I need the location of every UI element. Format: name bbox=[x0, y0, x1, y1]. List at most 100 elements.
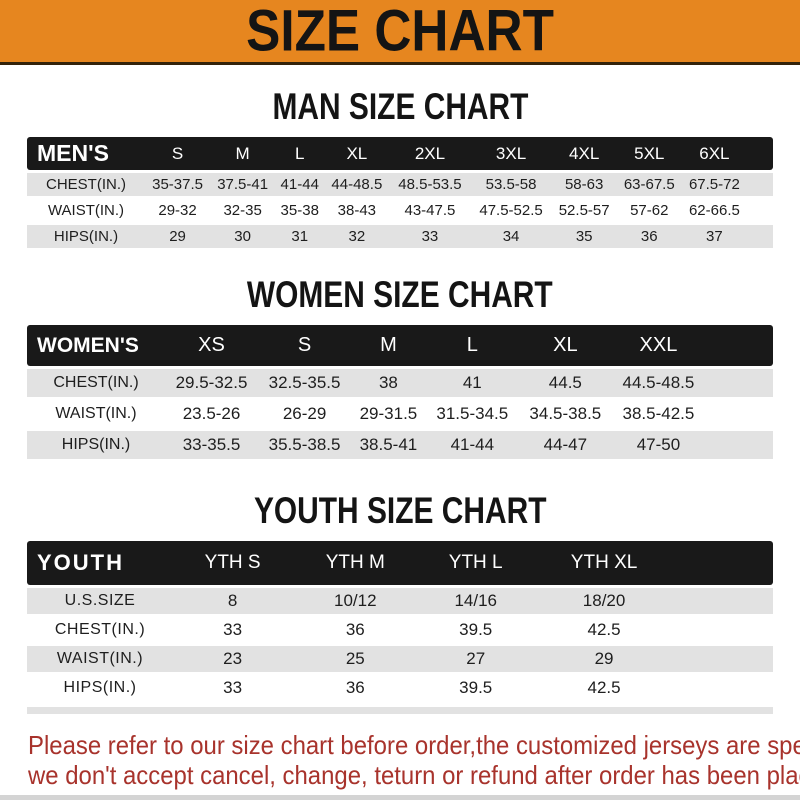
men-size-column-7: 5XL bbox=[616, 137, 682, 170]
women-value-cell-0-3: 41 bbox=[425, 369, 519, 397]
women-size-column-1: S bbox=[258, 325, 352, 366]
men-size-column-3: XL bbox=[324, 137, 390, 170]
size-chart-banner: SIZE CHART bbox=[0, 0, 800, 65]
youth-table-bottom-strip bbox=[27, 707, 773, 714]
youth-value-cell-0-1: 10/12 bbox=[292, 588, 419, 614]
youth-value-cell-2-2: 27 bbox=[418, 646, 534, 672]
men-value-cell-2-1: 30 bbox=[210, 225, 276, 248]
women-value-cell-2-1: 35.5-38.5 bbox=[258, 431, 352, 459]
youth-size-column-3: YTH XL bbox=[533, 541, 675, 585]
youth-value-cell-0-2: 14/16 bbox=[418, 588, 534, 614]
women-value-cell-0-2: 38 bbox=[351, 369, 426, 397]
men-value-cell-1-5: 47.5-52.5 bbox=[470, 199, 552, 222]
women-row-label-0: CHEST(IN.) bbox=[27, 369, 165, 397]
women-size-column-5: XXL bbox=[611, 325, 705, 366]
men-table-row: CHEST(IN.) 35-37.5 37.5-41 41-44 44-48.5 48.5… bbox=[27, 173, 773, 196]
women-table-row: WAIST(IN.) 23.5-26 26-29 29-31.5 31.5-34.5 34… bbox=[27, 400, 773, 428]
women-header-row: WOMEN'S XS S M L XL XXL bbox=[27, 325, 773, 366]
women-row-spacer bbox=[705, 400, 773, 428]
women-size-column-3: L bbox=[425, 325, 519, 366]
men-size-column-2: L bbox=[275, 137, 325, 170]
women-size-table: WOMEN'S XS S M L XL XXL CHEST(IN.) 29.5-32.5 32.5… bbox=[27, 322, 773, 462]
men-size-column-4: 2XL bbox=[389, 137, 471, 170]
women-row-label-2: HIPS(IN.) bbox=[27, 431, 165, 459]
youth-row-label-3: HIPS(IN.) bbox=[27, 675, 173, 701]
women-row-spacer bbox=[705, 431, 773, 459]
women-value-cell-1-2: 29-31.5 bbox=[351, 400, 426, 428]
youth-table-row: HIPS(IN.) 33 36 39.5 42.5 bbox=[27, 675, 773, 701]
men-value-cell-2-4: 33 bbox=[389, 225, 471, 248]
men-header-spacer bbox=[747, 137, 773, 170]
section-title-women: WOMEN SIZE CHART bbox=[247, 274, 553, 316]
youth-row-spacer bbox=[675, 675, 773, 701]
youth-size-column-0: YTH S bbox=[173, 541, 293, 585]
men-value-cell-2-8: 37 bbox=[681, 225, 747, 248]
youth-table-row: WAIST(IN.) 23 25 27 29 bbox=[27, 646, 773, 672]
women-header-spacer bbox=[705, 325, 773, 366]
page-bottom-strip bbox=[0, 795, 800, 800]
youth-size-table: YOUTH YTH S YTH M YTH L YTH XL U.S.SIZE 8 10/12… bbox=[27, 538, 773, 704]
women-table-row: HIPS(IN.) 33-35.5 35.5-38.5 38.5-41 41-44 44-… bbox=[27, 431, 773, 459]
men-value-cell-2-3: 32 bbox=[324, 225, 390, 248]
women-value-cell-2-2: 38.5-41 bbox=[351, 431, 426, 459]
youth-header-row: YOUTH YTH S YTH M YTH L YTH XL bbox=[27, 541, 773, 585]
women-size-column-4: XL bbox=[518, 325, 612, 366]
women-value-cell-2-0: 33-35.5 bbox=[165, 431, 259, 459]
men-size-column-8: 6XL bbox=[681, 137, 747, 170]
page-title: SIZE CHART bbox=[246, 0, 554, 64]
men-value-cell-1-8: 62-66.5 bbox=[681, 199, 747, 222]
women-corner-label: WOMEN'S bbox=[27, 325, 165, 366]
youth-row-spacer bbox=[675, 588, 773, 614]
youth-size-column-2: YTH L bbox=[418, 541, 534, 585]
men-value-cell-0-0: 35-37.5 bbox=[145, 173, 211, 196]
men-value-cell-2-5: 34 bbox=[470, 225, 552, 248]
men-value-cell-2-6: 35 bbox=[551, 225, 617, 248]
men-row-spacer bbox=[747, 225, 773, 248]
men-row-label-0: CHEST(IN.) bbox=[27, 173, 145, 196]
men-value-cell-0-7: 63-67.5 bbox=[616, 173, 682, 196]
youth-value-cell-3-0: 33 bbox=[173, 675, 293, 701]
youth-table-row: U.S.SIZE 8 10/12 14/16 18/20 bbox=[27, 588, 773, 614]
men-table-row: HIPS(IN.) 29 30 31 32 33 34 35 36 37 bbox=[27, 225, 773, 248]
men-value-cell-0-2: 41-44 bbox=[275, 173, 325, 196]
women-value-cell-2-4: 44-47 bbox=[518, 431, 612, 459]
men-size-column-5: 3XL bbox=[470, 137, 552, 170]
youth-row-spacer bbox=[675, 617, 773, 643]
men-value-cell-1-7: 57-62 bbox=[616, 199, 682, 222]
men-value-cell-0-4: 48.5-53.5 bbox=[389, 173, 471, 196]
youth-value-cell-1-3: 42.5 bbox=[533, 617, 675, 643]
men-table-row: WAIST(IN.) 29-32 32-35 35-38 38-43 43-47.5 47.… bbox=[27, 199, 773, 222]
women-value-cell-0-4: 44.5 bbox=[518, 369, 612, 397]
women-value-cell-0-1: 32.5-35.5 bbox=[258, 369, 352, 397]
youth-row-label-2: WAIST(IN.) bbox=[27, 646, 173, 672]
men-size-column-0: S bbox=[145, 137, 211, 170]
women-value-cell-1-1: 26-29 bbox=[258, 400, 352, 428]
youth-value-cell-2-1: 25 bbox=[292, 646, 419, 672]
men-header-row: MEN'S S M L XL 2XL 3XL 4XL 5XL 6XL bbox=[27, 137, 773, 170]
men-value-cell-1-4: 43-47.5 bbox=[389, 199, 471, 222]
youth-row-label-1: CHEST(IN.) bbox=[27, 617, 173, 643]
women-table-row: CHEST(IN.) 29.5-32.5 32.5-35.5 38 41 44.5 44.5… bbox=[27, 369, 773, 397]
youth-value-cell-0-3: 18/20 bbox=[533, 588, 675, 614]
men-value-cell-0-8: 67.5-72 bbox=[681, 173, 747, 196]
men-row-spacer bbox=[747, 173, 773, 196]
women-value-cell-2-3: 41-44 bbox=[425, 431, 519, 459]
women-value-cell-1-5: 38.5-42.5 bbox=[611, 400, 705, 428]
men-value-cell-1-1: 32-35 bbox=[210, 199, 276, 222]
footer-note-line-2: we don't accept cancel, change, teturn o… bbox=[28, 760, 800, 790]
men-value-cell-2-2: 31 bbox=[275, 225, 325, 248]
men-value-cell-0-1: 37.5-41 bbox=[210, 173, 276, 196]
men-value-cell-0-5: 53.5-58 bbox=[470, 173, 552, 196]
men-row-spacer bbox=[747, 199, 773, 222]
women-value-cell-1-4: 34.5-38.5 bbox=[518, 400, 612, 428]
section-title-youth: YOUTH SIZE CHART bbox=[253, 490, 547, 532]
youth-value-cell-3-1: 36 bbox=[292, 675, 419, 701]
women-value-cell-0-5: 44.5-48.5 bbox=[611, 369, 705, 397]
women-row-spacer bbox=[705, 369, 773, 397]
youth-value-cell-3-2: 39.5 bbox=[418, 675, 534, 701]
women-size-column-2: M bbox=[351, 325, 426, 366]
men-row-label-2: HIPS(IN.) bbox=[27, 225, 145, 248]
men-value-cell-1-0: 29-32 bbox=[145, 199, 211, 222]
youth-value-cell-3-3: 42.5 bbox=[533, 675, 675, 701]
